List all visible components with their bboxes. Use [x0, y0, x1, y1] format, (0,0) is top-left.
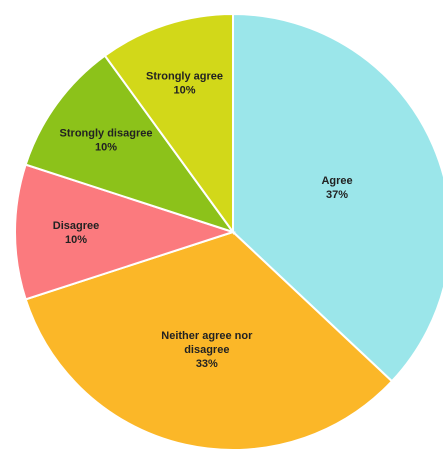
pie-slice-category: Neither agree nor — [161, 330, 253, 342]
pie-slice-percent: 37% — [326, 189, 348, 201]
pie-slice-category: Disagree — [53, 220, 99, 232]
pie-slice-neither-agree-nor-disagree — [24, 230, 394, 451]
pie-slice-label: Strongly disagree 10% — [60, 128, 153, 154]
pie-slice-category: Strongly agree — [146, 71, 223, 83]
pie-slices — [13, 12, 443, 451]
pie-slice-label: Neither agree nor disagree 33% — [161, 330, 253, 370]
pie-slice-strongly-agree — [103, 12, 234, 236]
pie-slice-percent: 33% — [196, 358, 218, 370]
pie-slice-percent: 10% — [173, 85, 195, 97]
pie-slice-label: Disagree 10% — [53, 220, 99, 246]
pie-slice-category: Strongly disagree — [60, 128, 153, 140]
pie-slice-percent: 10% — [95, 142, 117, 154]
pie-slice-disagree — [13, 163, 237, 301]
pie-slice-category: Agree — [321, 175, 352, 187]
pie-slice-strongly-disagree — [24, 54, 236, 234]
pie-slice-label: Strongly agree 10% — [146, 71, 223, 97]
pie-slice-percent: 10% — [65, 234, 87, 246]
pie-slice-category: disagree — [184, 344, 229, 356]
pie-labels: Agree 37% Neither agree nor disagree 33% Disa… — [53, 71, 353, 370]
pie-slice-label: Agree 37% — [321, 175, 352, 201]
pie-slice-agree — [232, 12, 443, 383]
